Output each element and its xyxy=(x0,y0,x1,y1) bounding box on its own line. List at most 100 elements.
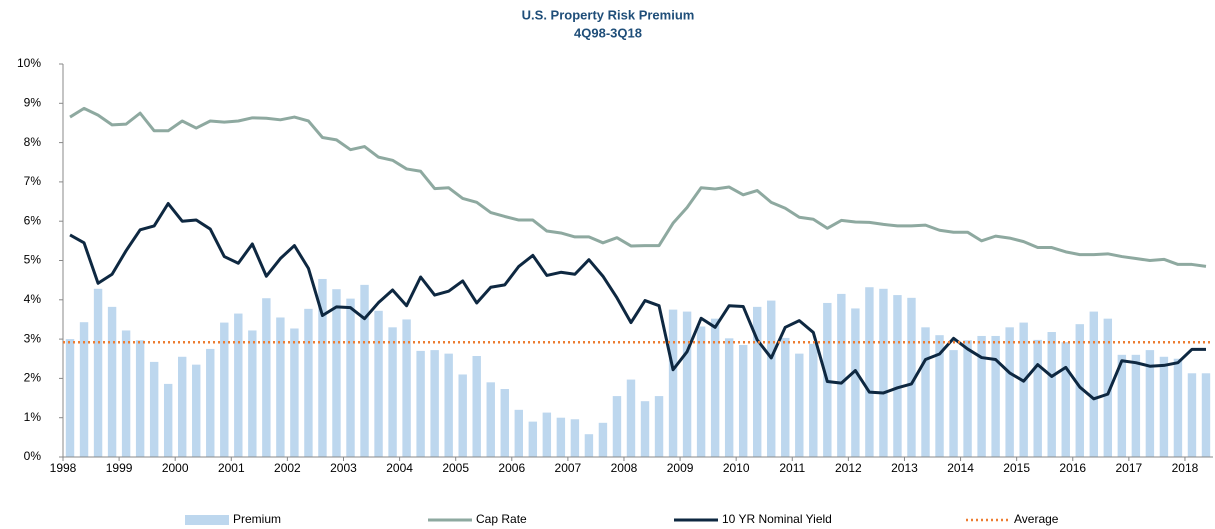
x-tick-label: 2009 xyxy=(667,461,694,475)
bar xyxy=(1103,318,1113,457)
bar xyxy=(1089,311,1098,457)
bar xyxy=(458,374,467,457)
bar xyxy=(795,353,804,457)
bar xyxy=(121,330,131,457)
legend-label: Average xyxy=(1014,512,1059,526)
bar xyxy=(1005,327,1014,457)
legend-label: Premium xyxy=(233,512,281,526)
chart-subtitle: 4Q98-3Q18 xyxy=(574,25,642,40)
y-tick-label: 8% xyxy=(24,135,42,149)
bar xyxy=(178,356,187,457)
y-tick-label: 7% xyxy=(24,174,42,188)
bar xyxy=(1075,324,1084,457)
bar xyxy=(192,364,201,457)
bar xyxy=(1061,342,1070,457)
bar xyxy=(290,328,299,457)
line xyxy=(69,202,1206,401)
bar xyxy=(486,382,495,457)
x-tick-label: 2008 xyxy=(611,461,638,475)
bar xyxy=(1019,322,1028,457)
bar xyxy=(206,348,215,457)
bar xyxy=(851,308,860,457)
line xyxy=(69,106,1207,268)
bar xyxy=(528,421,538,457)
x-tick-label: 2002 xyxy=(274,461,301,475)
y-tick-label: 2% xyxy=(24,371,42,385)
bar xyxy=(963,340,972,457)
y-tick-label: 1% xyxy=(24,410,42,424)
bar xyxy=(1173,358,1183,457)
bar xyxy=(1159,356,1169,457)
legend-label: Cap Rate xyxy=(476,512,527,526)
bar xyxy=(472,355,481,457)
x-tick-label: 1998 xyxy=(50,461,77,475)
bar xyxy=(738,344,748,457)
bar xyxy=(500,389,509,457)
x-tick-label: 2004 xyxy=(386,461,413,475)
x-tick-label: 2003 xyxy=(330,461,357,475)
y-tick-label: 4% xyxy=(24,292,42,306)
bar xyxy=(93,288,103,457)
bar xyxy=(682,311,692,457)
x-tick-label: 2000 xyxy=(162,461,189,475)
bar xyxy=(107,306,117,457)
bar xyxy=(668,309,678,457)
bar xyxy=(374,310,383,457)
bar xyxy=(416,350,425,457)
bar xyxy=(724,338,734,457)
bar xyxy=(220,322,229,457)
bar xyxy=(570,419,580,457)
bar xyxy=(1131,354,1141,457)
chart-title: U.S. Property Risk Premium xyxy=(522,7,695,22)
y-tick-label: 9% xyxy=(24,95,42,109)
bar xyxy=(1187,373,1197,457)
bar xyxy=(612,396,622,457)
y-tick-label: 6% xyxy=(24,213,42,227)
bar xyxy=(921,327,930,457)
bar xyxy=(388,327,397,457)
y-tick-label: 0% xyxy=(24,449,42,463)
x-tick-label: 2007 xyxy=(555,461,582,475)
bar xyxy=(262,298,271,457)
bar xyxy=(360,284,369,457)
bar xyxy=(893,295,902,457)
bar xyxy=(444,353,453,457)
bar xyxy=(696,326,706,457)
bar xyxy=(991,335,1000,457)
bar xyxy=(767,300,776,457)
bar xyxy=(1201,373,1211,457)
legend-swatch xyxy=(185,515,229,525)
y-tick-label: 3% xyxy=(24,331,42,345)
bar xyxy=(248,330,257,457)
bar xyxy=(977,335,986,457)
bar xyxy=(1033,339,1042,457)
x-tick-label: 2017 xyxy=(1116,461,1143,475)
bar xyxy=(935,335,944,457)
bar xyxy=(1047,332,1056,457)
bar xyxy=(865,287,874,457)
x-tick-label: 2010 xyxy=(723,461,750,475)
bar xyxy=(402,319,411,457)
bar xyxy=(949,350,958,457)
x-tick-label: 2001 xyxy=(218,461,245,475)
bar xyxy=(65,339,75,457)
bar xyxy=(346,298,355,457)
bar xyxy=(879,288,888,457)
bar xyxy=(430,350,439,457)
bar xyxy=(584,434,594,457)
bar xyxy=(79,322,89,457)
x-tick-label: 2014 xyxy=(947,461,974,475)
bar xyxy=(276,317,285,457)
y-tick-label: 5% xyxy=(24,253,42,267)
bar xyxy=(907,297,916,457)
bar xyxy=(149,361,159,457)
bar xyxy=(556,417,566,457)
bar xyxy=(753,306,762,457)
bar xyxy=(234,313,243,457)
x-tick-label: 2005 xyxy=(442,461,469,475)
x-tick-label: 2006 xyxy=(498,461,525,475)
bar xyxy=(135,340,145,457)
x-tick-label: 2013 xyxy=(891,461,918,475)
x-tick-label: 2012 xyxy=(835,461,862,475)
